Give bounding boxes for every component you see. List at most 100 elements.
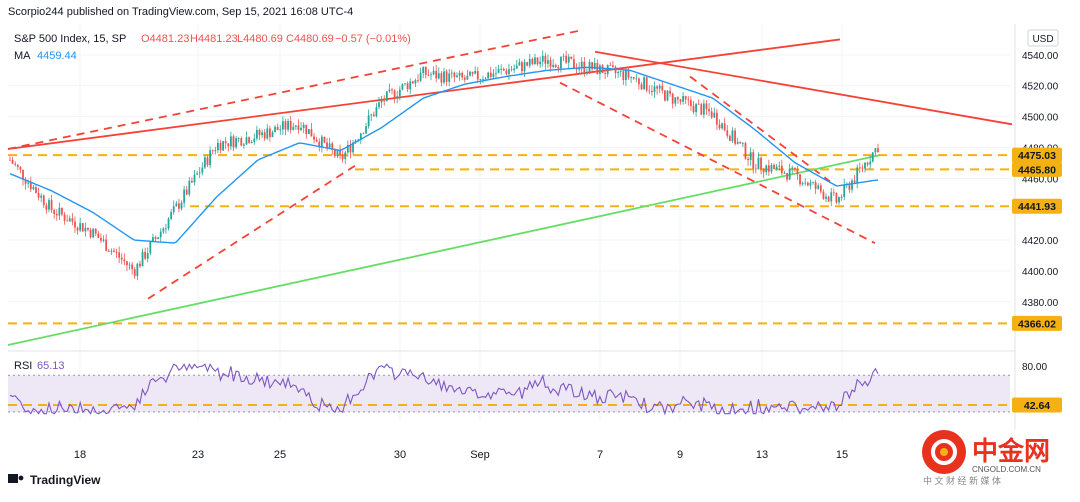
candle-body <box>487 72 490 79</box>
candle-body <box>310 129 313 137</box>
candle-body <box>113 250 115 252</box>
candle-body <box>424 66 427 75</box>
candle-body <box>120 257 123 260</box>
candle-body <box>375 107 378 117</box>
candle-body <box>778 165 781 167</box>
candle-body <box>289 121 292 130</box>
candle-body <box>193 174 196 183</box>
candle-body <box>744 143 747 159</box>
candle-body <box>632 77 635 79</box>
trendline-red-down <box>594 50 1013 126</box>
price-tags: 4475.03 4465.80 4441.93 4366.02 42.64 <box>1012 147 1062 413</box>
candle-body <box>612 65 614 67</box>
candle-body <box>183 189 186 203</box>
candle-body <box>489 72 492 77</box>
cngold-logo: 中金网 CNGOLD.COM.CN 中 文 财 经 新 媒 体 <box>922 430 1050 486</box>
candle-body <box>248 137 250 143</box>
currency-badge[interactable] <box>1027 29 1059 47</box>
candle-body <box>188 180 191 195</box>
x-tick-label: 18 <box>74 449 86 461</box>
grid <box>8 24 1015 421</box>
candle-body <box>341 154 344 160</box>
candle-body <box>851 180 853 190</box>
candle-body <box>94 228 97 234</box>
candle-body <box>224 141 227 144</box>
trendline-red-upper <box>7 38 841 150</box>
candle-body <box>55 214 58 216</box>
rsi-tag: 42.64 <box>1024 400 1050 412</box>
candle-body <box>495 72 497 74</box>
candle-body <box>149 241 152 254</box>
candle-body <box>806 182 809 186</box>
candle-body <box>479 79 482 80</box>
candle-body <box>100 237 102 241</box>
candle-body <box>45 205 48 210</box>
candle-body <box>432 70 435 75</box>
candle-body <box>749 152 752 161</box>
candle-body <box>152 237 154 242</box>
candle-body <box>102 239 105 241</box>
candle-body <box>406 83 409 90</box>
candle-body <box>27 182 30 184</box>
candle-body <box>66 220 69 222</box>
candle-body <box>819 185 822 192</box>
candle-body <box>167 218 170 229</box>
candle-body <box>741 143 744 144</box>
trendline-green <box>7 154 881 346</box>
candle-body <box>871 152 874 162</box>
candle-body <box>515 65 518 69</box>
candle-body <box>767 165 770 172</box>
candle-body <box>528 58 531 66</box>
candle-body <box>372 114 375 117</box>
candle-body <box>40 195 43 198</box>
candle-body <box>404 83 406 85</box>
candle-body <box>242 144 245 146</box>
candle-body <box>645 77 648 91</box>
candle-body <box>443 71 445 83</box>
candle-body <box>253 138 256 142</box>
candle-body <box>191 180 193 183</box>
x-tick-label: 23 <box>192 449 204 461</box>
candle-body <box>211 150 214 152</box>
candle-body <box>53 210 56 215</box>
candle-body <box>24 179 27 184</box>
candle-body <box>547 60 549 64</box>
candle-body <box>552 64 555 67</box>
candle-body <box>165 228 167 230</box>
candle-body <box>864 162 866 169</box>
candle-body <box>144 251 147 259</box>
candle-body <box>718 124 721 129</box>
rsi-band <box>8 374 1010 413</box>
channel-dashed-upper <box>7 29 583 150</box>
candle-body <box>281 121 284 130</box>
candles <box>9 50 879 281</box>
candle-body <box>437 73 440 79</box>
candle-body <box>853 180 856 183</box>
candle-body <box>175 203 178 207</box>
candle-body <box>702 103 705 115</box>
candle-body <box>461 72 464 78</box>
candle-body <box>630 77 633 78</box>
candle-body <box>35 187 37 193</box>
candle-body <box>133 269 136 277</box>
candle-body <box>154 237 157 239</box>
candle-body <box>92 228 95 238</box>
candle-body <box>809 182 812 186</box>
candle-body <box>279 129 282 131</box>
candle-body <box>567 56 570 63</box>
candle-body <box>393 90 396 99</box>
candle-body <box>734 130 736 144</box>
candle-body <box>695 103 697 113</box>
candle-body <box>648 90 651 92</box>
candle-body <box>858 167 861 169</box>
horizontal-levels <box>8 154 1010 406</box>
candle-body <box>180 202 183 209</box>
candle-body <box>456 75 458 78</box>
candle-body <box>614 66 617 74</box>
candle-body <box>453 72 456 78</box>
candle-body <box>287 121 289 130</box>
y-tick-label: 4540.00 <box>1022 51 1059 62</box>
candle-body <box>237 138 240 139</box>
channel-dashed-mid <box>689 75 831 183</box>
